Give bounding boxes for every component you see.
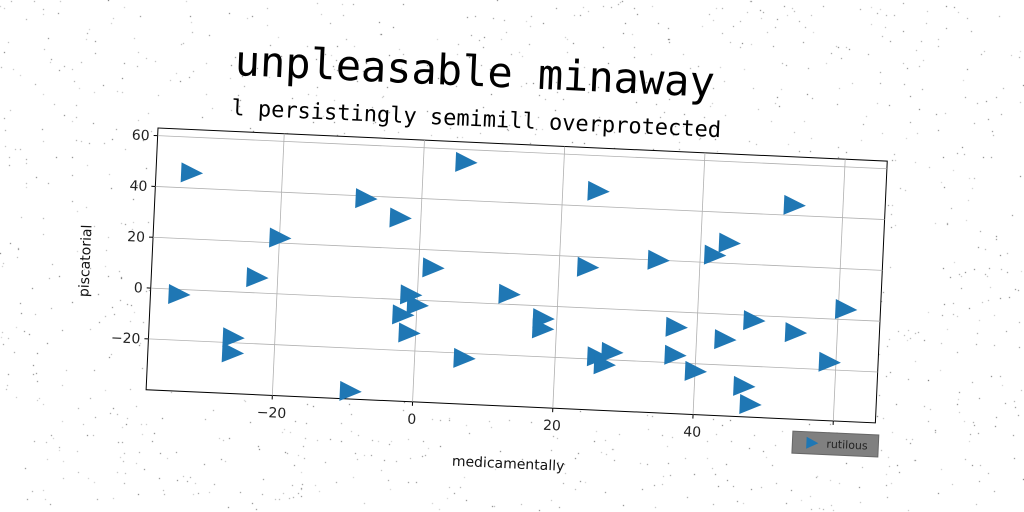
data-point: [714, 329, 737, 350]
plot-area: −20 0 20 40 60 −20 0 20 40 60 medicamentally pis…: [76, 127, 888, 475]
y-tick-label: 40: [129, 178, 148, 195]
x-tick-label: −20: [256, 405, 286, 422]
data-point: [703, 244, 727, 265]
legend: rutilous: [791, 430, 880, 458]
data-point: [269, 227, 292, 248]
data-point: [222, 327, 245, 348]
y-tick-label: 60: [131, 127, 150, 144]
data-point: [587, 180, 610, 201]
data-point: [355, 188, 378, 209]
data-point: [455, 151, 478, 172]
data-point: [168, 284, 191, 304]
y-tick-label: 0: [133, 280, 143, 296]
y-tick-labels: −20 0 20 40 60: [111, 127, 150, 347]
data-point: [221, 342, 245, 363]
data-point: [339, 380, 362, 401]
y-tick-label: −20: [111, 330, 141, 347]
data-point: [739, 393, 762, 414]
y-grid-line: [150, 287, 880, 322]
data-point: [531, 318, 555, 339]
x-grid-line: [552, 146, 566, 409]
data-point: [453, 347, 476, 368]
x-grid-line: [271, 133, 285, 396]
data-points: [168, 151, 858, 414]
x-grid-line: [832, 159, 846, 421]
legend-box: [791, 430, 880, 458]
data-point: [664, 344, 687, 365]
x-axis-label: medicamentally: [452, 454, 565, 475]
y-grid-line: [155, 186, 885, 220]
y-tick-label: 20: [127, 229, 146, 246]
legend-marker-icon: [806, 436, 819, 449]
y-axis-label: piscatorial: [76, 224, 95, 297]
data-point: [783, 194, 806, 215]
data-point: [665, 316, 688, 337]
data-point: [392, 304, 415, 325]
data-point: [180, 162, 204, 183]
data-point: [601, 341, 624, 362]
data-point: [733, 375, 756, 396]
data-point: [398, 322, 421, 343]
data-point: [593, 354, 616, 375]
x-grid-line: [412, 140, 425, 402]
data-point: [834, 299, 858, 319]
data-point: [647, 249, 670, 270]
x-tick-label: 40: [683, 424, 702, 441]
data-point: [684, 360, 708, 381]
y-grid-line: [148, 338, 878, 373]
x-tick-label: 0: [407, 412, 417, 428]
data-point: [389, 207, 412, 228]
data-point: [246, 267, 269, 288]
data-point: [743, 310, 766, 331]
data-point: [399, 284, 423, 305]
y-grid-line: [157, 135, 887, 170]
data-point: [498, 283, 521, 304]
data-point: [718, 232, 741, 253]
data-point: [818, 351, 841, 372]
legend-entry-label: rutilous: [826, 438, 868, 453]
x-tick-label: 20: [543, 418, 562, 435]
data-point: [406, 294, 429, 315]
axes-frame: [145, 127, 888, 424]
data-point: [784, 322, 808, 343]
data-point: [576, 256, 600, 277]
data-point: [422, 257, 445, 278]
